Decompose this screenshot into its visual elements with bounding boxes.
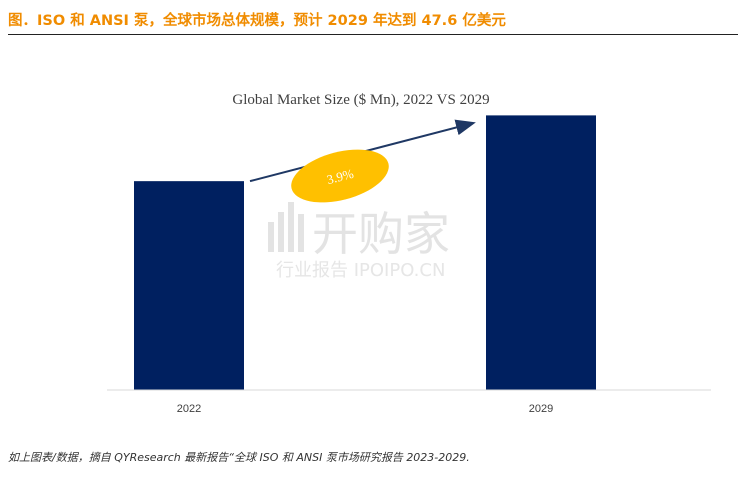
growth-badge	[291, 149, 389, 203]
bars-group	[134, 115, 596, 390]
watermark-main: 开购家	[312, 207, 450, 261]
watermark-sub: 行业报告 IPOIPO.CN	[276, 260, 445, 281]
growth-annotation: 3.9%	[249, 119, 476, 203]
bar-2022	[134, 181, 244, 390]
x-tick-label-2022: 2022	[177, 403, 201, 415]
source-note: 如上图表/数据，摘自 QYResearch 最新报告“全球 ISO 和 ANSI…	[8, 451, 470, 464]
chart-title: Global Market Size ($ Mn), 2022 VS 2029	[232, 92, 489, 108]
figure-title: 图．ISO 和 ANSI 泵，全球市场总体规模，预计 2029 年达到 47.6…	[8, 10, 738, 35]
watermark-logo-icon	[268, 202, 304, 252]
watermark: 开购家 行业报告 IPOIPO.CN	[268, 202, 450, 281]
x-tick-labels: 2022 2029	[177, 403, 553, 415]
growth-rate-label: 3.9%	[325, 166, 355, 187]
x-tick-label-2029: 2029	[529, 403, 553, 415]
bar-2029	[486, 115, 596, 390]
